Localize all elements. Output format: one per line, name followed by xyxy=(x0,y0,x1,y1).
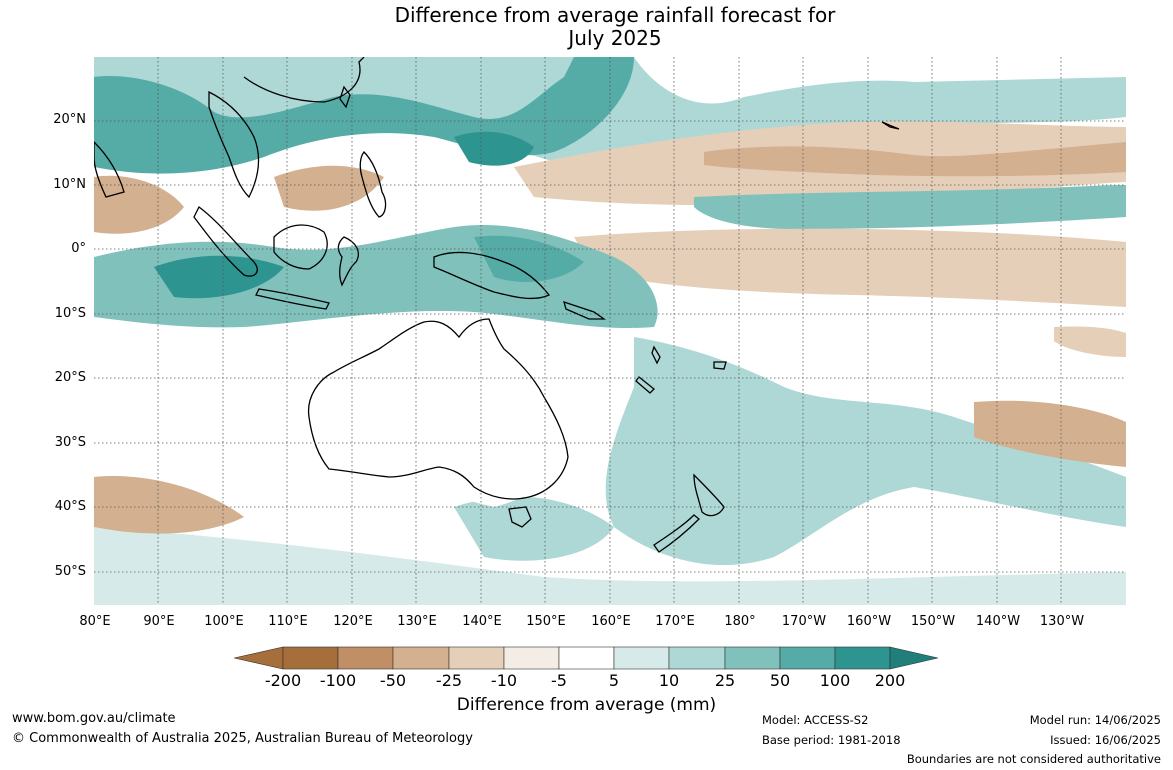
coastlines xyxy=(94,57,900,553)
coastline-new-zealand-south xyxy=(653,514,700,553)
issued-text: Issued: 16/06/2025 xyxy=(1050,733,1161,747)
lon-label-170e: 170°E xyxy=(655,614,695,629)
colorbar-tick-minus-25: -25 xyxy=(435,671,463,690)
lon-label-130e: 130°E xyxy=(397,614,437,629)
coastline-vanuatu xyxy=(651,345,661,365)
coastline-fiji xyxy=(713,361,727,370)
colorbar-tick-5: 5 xyxy=(608,671,620,690)
dry-region-south-indian-ocean xyxy=(94,476,244,534)
colorbar-tick-50: 50 xyxy=(769,671,791,690)
colorbar-tick-minus-10: -10 xyxy=(490,671,518,690)
coastline-indochina xyxy=(208,90,260,199)
colorbar-swatch-dry-1 xyxy=(282,646,339,670)
dry-region-bay-of-bengal xyxy=(94,175,184,234)
dry-region-south-pacific-east xyxy=(1054,326,1126,357)
lon-label-130w: 130°W xyxy=(1039,614,1085,629)
colorbar-swatch-wet-5 xyxy=(834,646,891,670)
coastline-new-zealand-north xyxy=(693,473,725,517)
lon-label-100e: 100°E xyxy=(204,614,244,629)
colorbar-tick-minus-50: -50 xyxy=(379,671,407,690)
lat-label-equator: 0° xyxy=(71,241,86,256)
copyright-text: © Commonwealth of Australia 2025, Austra… xyxy=(12,731,473,746)
coastline-new-guinea xyxy=(433,251,551,300)
colorbar-swatch-wet-1 xyxy=(613,646,670,670)
model-run-text: Model run: 14/06/2025 xyxy=(1029,713,1161,727)
lon-label-80e: 80°E xyxy=(79,614,111,629)
wet-region-philippine-sea xyxy=(454,131,534,166)
coastline-sumatra xyxy=(193,206,258,277)
wet-region-new-guinea-core xyxy=(474,235,584,282)
lat-label-30s: 30°S xyxy=(54,435,86,450)
colorbar-arrow-wet xyxy=(889,646,939,670)
lon-label-140e: 140°E xyxy=(462,614,502,629)
lon-label-150e: 150°E xyxy=(526,614,566,629)
colorbar-swatch-dry-4 xyxy=(448,646,505,670)
model-text: Model: ACCESS-S2 xyxy=(762,713,869,727)
colorbar-tick-10: 10 xyxy=(658,671,680,690)
colorbar-swatch-neutral xyxy=(558,646,615,670)
graticule xyxy=(94,57,1126,605)
coastline-java xyxy=(255,288,330,310)
colorbar-swatch-wet-3 xyxy=(724,646,781,670)
lon-label-150w: 150°W xyxy=(910,614,956,629)
title-line-1: Difference from average rainfall forecas… xyxy=(394,3,836,27)
lat-label-20s: 20°S xyxy=(54,370,86,385)
lat-label-10n: 10°N xyxy=(53,177,86,192)
lon-label-110e: 110°E xyxy=(268,614,308,629)
dry-region-east-pacific-south xyxy=(974,400,1126,467)
colorbar-tick-100: 100 xyxy=(819,671,851,690)
coastline-new-caledonia xyxy=(635,376,655,394)
dry-region-equatorial-pacific xyxy=(574,228,1126,307)
coastline-borneo xyxy=(273,224,328,270)
colorbar-tick-minus-100: -100 xyxy=(319,671,357,690)
coastline-hawaii xyxy=(881,121,900,130)
colorbar-swatch-dry-5 xyxy=(503,646,560,670)
wet-region-sw-pacific xyxy=(605,337,1126,566)
lon-label-180: 180° xyxy=(724,614,756,629)
colorbar-swatch-dry-3 xyxy=(392,646,450,670)
website-link[interactable]: www.bom.gov.au/climate xyxy=(12,711,176,726)
lat-label-10s: 10°S xyxy=(54,306,86,321)
wet-region-tasman-sea xyxy=(454,496,614,561)
lat-label-50s: 50°S xyxy=(54,564,86,579)
colorbar-swatch-dry-2 xyxy=(337,646,394,670)
lon-label-90e: 90°E xyxy=(143,614,175,629)
lon-label-170w: 170°W xyxy=(781,614,827,629)
base-period-text: Base period: 1981-2018 xyxy=(762,733,901,747)
lon-label-120e: 120°E xyxy=(333,614,373,629)
lon-label-140w: 140°W xyxy=(975,614,1021,629)
colorbar-label: Difference from average (mm) xyxy=(456,695,717,715)
dry-region-north-pacific-core xyxy=(704,142,1126,177)
coastline-india xyxy=(94,141,125,198)
coastline-solomon-islands xyxy=(563,300,607,320)
wet-region-itcz xyxy=(694,185,1126,229)
rainfall-anomaly-map xyxy=(94,57,1126,605)
coastline-taiwan xyxy=(339,85,351,109)
anomaly-fields xyxy=(94,57,1126,605)
australia-neutral-fill xyxy=(309,317,564,507)
dry-region-south-china-sea xyxy=(274,165,384,211)
lon-label-160w: 160°W xyxy=(846,614,892,629)
colorbar-swatch-wet-2 xyxy=(668,646,726,670)
colorbar-arrow-dry xyxy=(233,646,284,670)
chart-title: Difference from average rainfall forecas… xyxy=(0,4,1173,50)
colorbar-tick-minus-5: -5 xyxy=(551,671,567,690)
coastline-australia xyxy=(307,318,569,500)
colorbar-tick-minus-200: -200 xyxy=(264,671,302,690)
lon-label-160e: 160°E xyxy=(591,614,631,629)
lat-label-40s: 40°S xyxy=(54,499,86,514)
coastline-china xyxy=(243,57,365,103)
title-line-2: July 2025 xyxy=(568,26,662,50)
colorbar-swatch-wet-4 xyxy=(779,646,836,670)
colorbar-tick-200: 200 xyxy=(874,671,906,690)
lat-label-20n: 20°N xyxy=(53,112,86,127)
coastline-sulawesi xyxy=(337,236,359,287)
colorbar xyxy=(233,646,939,670)
wet-region-indian-ocean-core xyxy=(154,255,284,299)
coastline-philippines xyxy=(359,151,387,218)
colorbar-tick-25: 25 xyxy=(714,671,736,690)
disclaimer-text: Boundaries are not considered authoritat… xyxy=(906,752,1161,766)
